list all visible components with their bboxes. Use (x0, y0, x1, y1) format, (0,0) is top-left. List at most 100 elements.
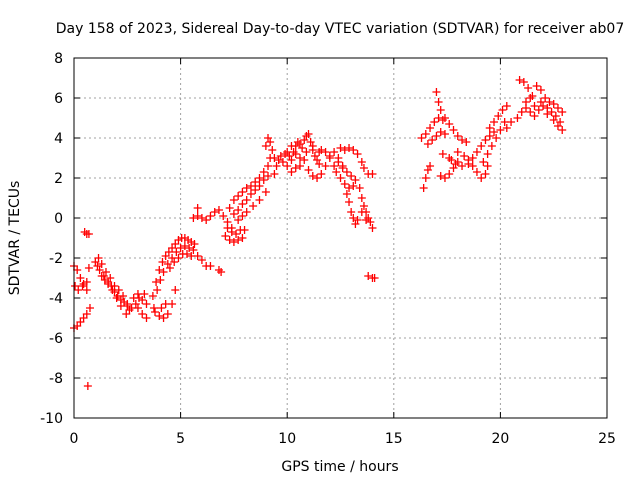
data-point (153, 286, 162, 294)
data-point (451, 160, 460, 168)
data-point (206, 212, 215, 220)
data-point (315, 160, 324, 168)
data-point (438, 116, 447, 124)
data-point (155, 266, 164, 274)
data-point (345, 144, 354, 152)
data-point (112, 294, 121, 302)
data-point (359, 202, 368, 210)
data-point (308, 172, 317, 180)
data-point (519, 78, 528, 86)
data-point (325, 152, 334, 160)
data-point (423, 140, 432, 148)
data-point (234, 236, 243, 244)
data-point (83, 382, 92, 390)
x-tick-label: 15 (385, 431, 403, 447)
data-point (159, 314, 168, 322)
data-point (287, 142, 296, 150)
data-point (313, 174, 322, 182)
data-point (436, 172, 445, 180)
data-point (524, 84, 533, 92)
data-point (472, 168, 481, 176)
data-point (357, 208, 366, 216)
data-point (172, 248, 181, 256)
data-point (242, 196, 251, 204)
data-point (558, 108, 567, 116)
y-tick-label: -2 (49, 251, 63, 267)
data-point (304, 166, 313, 174)
data-point (149, 304, 158, 312)
data-point (536, 86, 545, 94)
data-point (266, 154, 275, 162)
data-point (532, 82, 541, 90)
data-point (419, 184, 428, 192)
data-point (189, 246, 198, 254)
data-point (300, 136, 309, 144)
data-point (534, 106, 543, 114)
data-point (82, 310, 91, 318)
data-point (238, 234, 247, 242)
y-tick-label: 4 (54, 131, 63, 147)
data-point (97, 260, 106, 268)
data-point (436, 128, 445, 136)
data-point (193, 212, 202, 220)
data-point (255, 174, 264, 182)
data-point (122, 310, 131, 318)
data-point (449, 126, 458, 134)
y-tick-label: 6 (54, 91, 63, 107)
data-point (99, 272, 108, 280)
data-point (138, 310, 147, 318)
data-point (251, 186, 260, 194)
data-point (108, 286, 117, 294)
data-point (85, 304, 94, 312)
data-point (298, 144, 307, 152)
data-point (193, 252, 202, 260)
data-point (359, 164, 368, 172)
data-point (468, 154, 477, 162)
data-point (462, 138, 471, 146)
data-point (291, 150, 300, 158)
data-point (528, 92, 537, 100)
data-point (238, 200, 247, 208)
x-tick-label: 25 (598, 431, 616, 447)
data-point (295, 154, 304, 162)
data-point (447, 156, 456, 164)
data-point (281, 150, 290, 158)
data-point (106, 274, 115, 282)
data-point (302, 132, 311, 140)
x-axis-label: GPS time / hours (281, 459, 398, 475)
data-point (93, 262, 102, 270)
data-point (255, 196, 264, 204)
data-point (261, 142, 270, 150)
data-point (249, 202, 258, 210)
y-tick-label: -6 (49, 331, 63, 347)
data-point (140, 290, 149, 298)
data-point (158, 258, 167, 266)
data-point (321, 162, 330, 170)
data-point (458, 136, 467, 144)
data-point (170, 258, 179, 266)
data-point (264, 134, 273, 142)
data-point (340, 180, 349, 188)
data-point (370, 274, 379, 282)
data-point (302, 148, 311, 156)
data-point (426, 162, 435, 170)
data-point (119, 292, 128, 300)
data-point (210, 208, 219, 216)
data-point (483, 162, 492, 170)
data-point (157, 304, 166, 312)
data-point (449, 164, 458, 172)
data-point (556, 118, 565, 126)
data-point (477, 142, 486, 150)
data-point (515, 76, 524, 84)
data-point (219, 212, 228, 220)
data-point (82, 286, 91, 294)
data-point (481, 136, 490, 144)
data-point (251, 178, 260, 186)
data-point (541, 94, 550, 102)
data-point (104, 278, 113, 286)
data-point (357, 158, 366, 166)
data-point (84, 230, 93, 238)
data-point (502, 102, 511, 110)
data-point (217, 268, 226, 276)
data-point (242, 184, 251, 192)
